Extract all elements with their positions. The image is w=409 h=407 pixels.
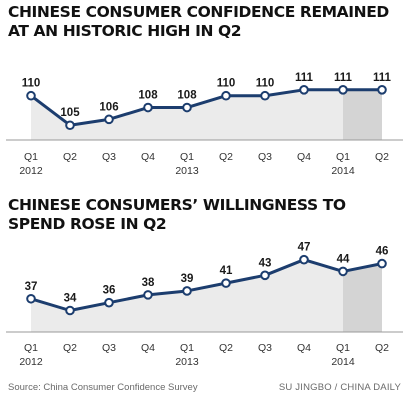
chart1-x-tick-label-8: Q4	[297, 151, 311, 163]
chart2-data-point-4	[143, 290, 153, 300]
chart1-data-label-6: 110	[217, 78, 236, 90]
chart2-title-line1: CHINESE CONSUMERS’ WILLINGNESS TO	[8, 196, 346, 214]
chart1-x-tick-label-4: Q4	[141, 151, 155, 163]
credit-note: SU JINGBO / CHINA DAILY	[278, 382, 401, 393]
chart2-year-label-1: 2012	[19, 356, 43, 366]
chart1-data-point-10	[377, 85, 387, 95]
chart1-data-point-6	[221, 90, 231, 101]
chart2-data-label-10: 46	[376, 246, 389, 258]
source-note: Source: China Consumer Confidence Survey	[8, 382, 198, 393]
chart1-data-label-3: 106	[99, 101, 118, 113]
chart1-data-label-1: 110	[22, 78, 41, 90]
confidence-chart: 110 Q1 2012 105 Q2 106 Q3 108 Q4 108 Q1 2013 110 Q2 11…	[6, 72, 403, 176]
chart2-year-label-9: 2014	[331, 356, 355, 366]
chart1-area	[31, 89, 382, 140]
chart1-data-point-1	[26, 90, 36, 101]
chart1-x-tick-label-5: Q1	[180, 151, 194, 163]
chart2-title: CHINESE CONSUMERS’ WILLINGNESS TO SPEND …	[8, 196, 408, 234]
chart2-data-label-5: 39	[181, 273, 194, 285]
chart2-data-point-8	[299, 254, 309, 265]
chart1-data-point-2	[65, 120, 75, 131]
chart2-data-point-6	[221, 278, 231, 288]
chart1-x-tick-label-3: Q3	[102, 151, 116, 163]
chart2-data-label-3: 36	[103, 285, 116, 297]
chart2-data-point-5	[182, 286, 192, 296]
chart1-data-point-3	[104, 114, 114, 125]
chart2-x-tick-label-7: Q3	[258, 342, 272, 354]
chart2-data-label-4: 38	[142, 277, 155, 289]
chart2-data-point-7	[260, 270, 270, 281]
chart2-x-tick-label-5: Q1	[180, 342, 194, 354]
chart2-x-tick-label-2: Q2	[63, 342, 77, 354]
chart1-series-line	[29, 88, 384, 127]
chart2-data-label-8: 47	[298, 242, 311, 254]
chart1-title: CHINESE CONSUMER CONFIDENCE REMAINED AT …	[8, 3, 408, 41]
chart2-title-line2: SPEND ROSE IN Q2	[8, 215, 167, 233]
chart1-title-line2: AT AN HISTORIC HIGH IN Q2	[8, 22, 242, 40]
chart2-area	[31, 259, 382, 332]
chart1-title-line1: CHINESE CONSUMER CONFIDENCE REMAINED	[8, 3, 389, 21]
chart2-x-tick-label-9: Q1	[336, 342, 350, 354]
chart1-x-tick-label-1: Q1	[24, 151, 38, 163]
chart1-data-point-7	[260, 90, 270, 101]
chart1-x-tick-label-9: Q1	[336, 151, 350, 163]
chart2-data-point-9	[338, 266, 348, 277]
chart2-data-point-2	[65, 305, 75, 316]
chart2-year-label-5: 2013	[175, 356, 199, 366]
chart2-data-point-1	[26, 293, 36, 304]
chart1-x-tick-label-6: Q2	[219, 151, 233, 163]
chart2-data-label-9: 44	[337, 253, 350, 265]
chart1-highlight-area	[343, 89, 382, 140]
chart1-x-tick-label-10: Q2	[375, 151, 389, 163]
chart2-x-tick-label-8: Q4	[297, 342, 311, 354]
chart2-x-tick-label-4: Q4	[141, 342, 155, 354]
chart1-data-point-8	[299, 85, 309, 95]
chart2-x-tick-label-6: Q2	[219, 342, 233, 354]
chart1-data-point-5	[182, 102, 192, 113]
chart2-x-tick-label-3: Q3	[102, 342, 116, 354]
chart2-data-label-1: 37	[25, 281, 38, 293]
chart1-data-point-4	[143, 102, 153, 113]
chart2-data-label-6: 41	[220, 265, 233, 277]
spending-chart: 37 Q1 2012 34 Q2 36 Q3 38 Q4 39 Q1 2013 41 Q2 43 Q3 47 Q4…	[6, 242, 403, 366]
chart1-x-tick-label-2: Q2	[63, 151, 77, 163]
chart2-data-point-10	[377, 258, 387, 269]
chart1-data-label-5: 108	[177, 90, 197, 102]
chart1-data-label-8: 111	[295, 72, 314, 84]
chart2-data-label-2: 34	[64, 293, 77, 305]
chart1-year-label-9: 2014	[331, 165, 355, 176]
chart2-series-line	[29, 258, 384, 312]
chart2-data-point-3	[104, 297, 114, 308]
chart1-year-label-5: 2013	[175, 165, 199, 176]
chart1-data-label-10: 111	[373, 72, 392, 84]
chart1-data-point-9	[338, 85, 348, 95]
chart1-year-label-1: 2012	[19, 165, 43, 176]
chart2-x-tick-label-1: Q1	[24, 342, 38, 354]
chart1-data-label-7: 110	[256, 78, 275, 90]
chart1-data-label-4: 108	[138, 90, 158, 102]
chart2-data-label-7: 43	[259, 257, 272, 269]
chart2-highlight-area	[343, 263, 382, 332]
chart2-x-tick-label-10: Q2	[375, 342, 389, 354]
chart1-data-label-2: 105	[60, 107, 80, 119]
chart1-data-label-9: 111	[334, 72, 353, 84]
chart1-x-tick-label-7: Q3	[258, 151, 272, 163]
